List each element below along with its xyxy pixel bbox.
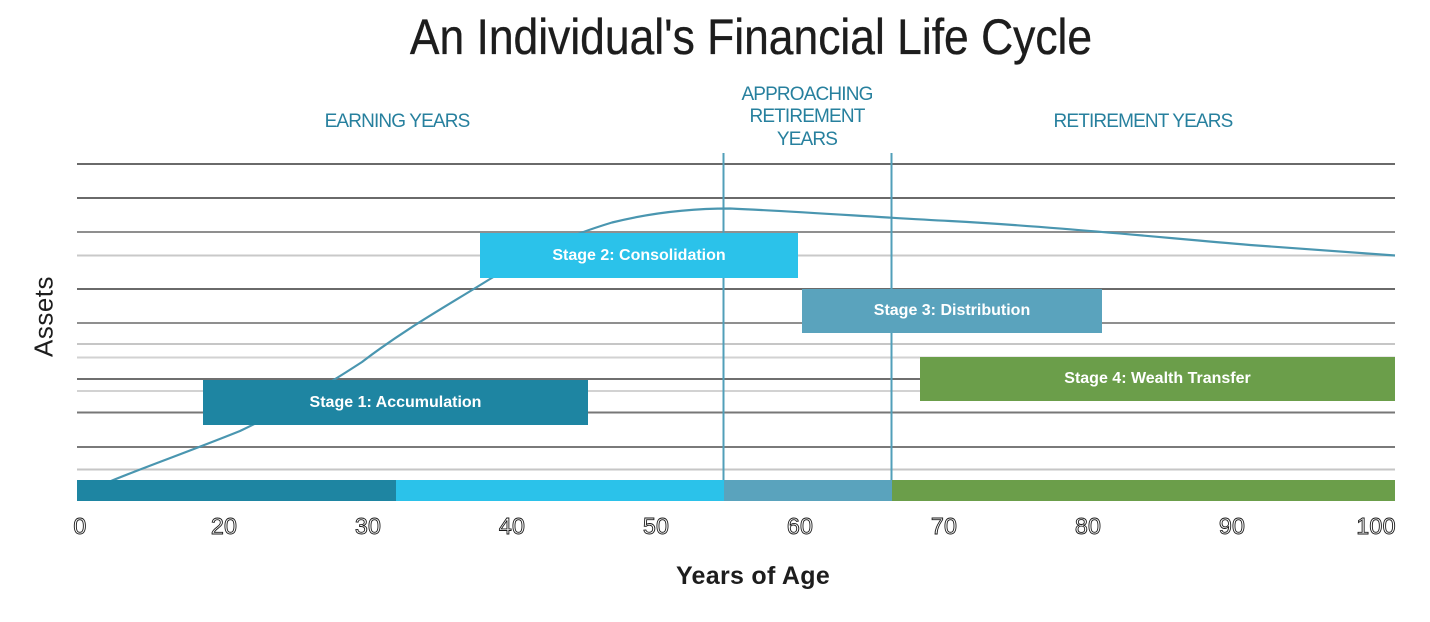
- svg-text:80: 80: [1075, 513, 1101, 539]
- svg-text:0: 0: [73, 513, 86, 539]
- svg-text:20: 20: [211, 513, 237, 539]
- svg-text:100: 100: [1356, 513, 1395, 539]
- svg-text:50: 50: [643, 513, 669, 539]
- svg-text:30: 30: [355, 513, 381, 539]
- svg-text:90: 90: [1219, 513, 1245, 539]
- svg-text:40: 40: [499, 513, 525, 539]
- svg-text:70: 70: [931, 513, 957, 539]
- svg-text:60: 60: [787, 513, 813, 539]
